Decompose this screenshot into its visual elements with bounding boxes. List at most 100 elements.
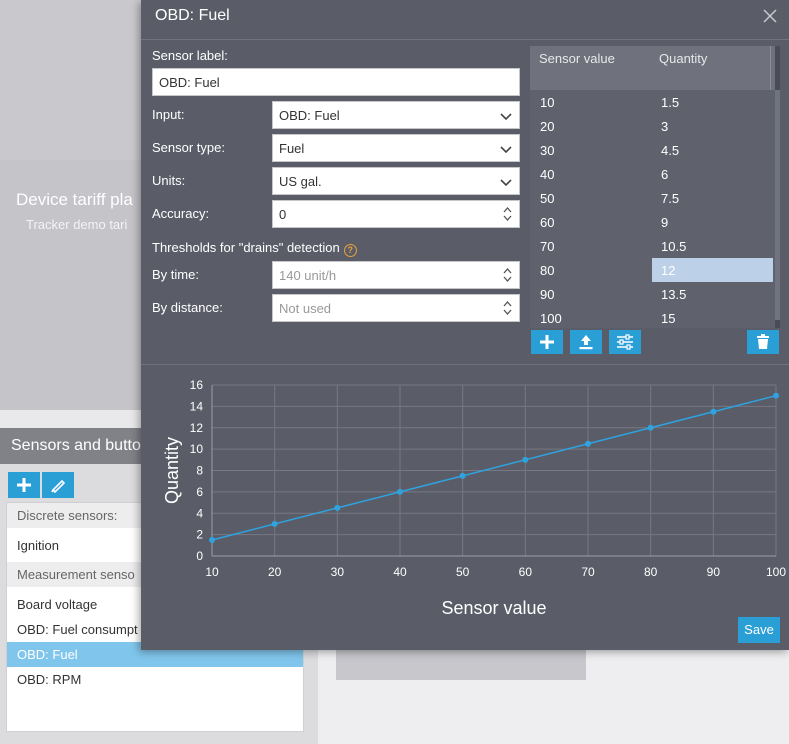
sensors-toolbar [8,472,74,498]
spinner-arrows-icon[interactable] [503,205,512,223]
column-header-quantity[interactable]: Quantity [659,51,708,66]
cell-quantity[interactable]: 3 [661,119,669,134]
x-tick-label: 40 [393,565,407,579]
cell-sensor-value[interactable]: 50 [540,191,555,206]
sensor-type-select[interactable]: Fuel [272,134,520,162]
units-select[interactable]: US gal. [272,167,520,195]
list-item-ignition[interactable]: Ignition [17,538,59,553]
trash-icon [757,334,769,349]
edit-sensor-button[interactable] [42,472,74,498]
x-tick-label: 90 [707,565,721,579]
table-body: 10 1.5 20 3 30 4.5 40 6 50 7.5 60 9 70 10.5 80 12 90 13.5… [530,90,775,328]
by-distance-label: By distance: [152,300,223,315]
sensor-label-label: Sensor label: [152,48,228,63]
background-top-panel [0,0,150,160]
cell-quantity[interactable]: 12 [652,258,773,282]
input-select[interactable]: OBD: Fuel [272,101,520,129]
list-item-rpm[interactable]: OBD: RPM [17,672,82,687]
sensor-dialog: OBD: Fuel Sensor label: OBD: Fuel Input:… [141,0,789,650]
y-tick-label: 2 [196,528,203,542]
close-icon[interactable] [761,7,779,25]
sensor-label-input[interactable]: OBD: Fuel [152,68,520,96]
cell-sensor-value[interactable]: 20 [540,119,555,134]
x-tick-label: 30 [331,565,345,579]
y-axis-title: Quantity [162,437,182,504]
cell-sensor-value[interactable]: 10 [540,95,555,110]
chevron-down-icon [500,146,512,154]
upload-icon [579,335,593,350]
units-label: Units: [152,173,186,188]
x-tick-label: 20 [268,565,282,579]
accuracy-stepper[interactable]: 0 [272,200,520,228]
table-scroll-thumb[interactable] [775,90,780,320]
table-row[interactable]: 70 10.5 [530,234,775,258]
chart-divider [141,364,789,365]
data-point [271,520,278,527]
cell-quantity[interactable]: 9 [661,215,669,230]
x-tick-label: 10 [205,565,219,579]
cell-sensor-value[interactable]: 60 [540,215,555,230]
x-tick-label: 100 [766,565,786,579]
cell-sensor-value[interactable]: 40 [540,167,555,182]
thresholds-label-text: Thresholds for "drains" detection [152,240,340,255]
table-row[interactable]: 100 15 [530,306,775,328]
cell-sensor-value[interactable]: 90 [540,287,555,302]
by-distance-stepper[interactable]: Not used [272,294,520,322]
table-row[interactable]: 30 4.5 [530,138,775,162]
tariff-section-title: Device tariff pla [16,190,133,209]
help-icon[interactable]: ? [343,244,357,257]
table-row[interactable]: 50 7.5 [530,186,775,210]
x-axis-title: Sensor value [441,598,546,618]
y-tick-label: 6 [196,485,203,499]
cell-sensor-value[interactable]: 70 [540,239,555,254]
table-row[interactable]: 90 13.5 [530,282,775,306]
add-row-button[interactable] [531,330,563,354]
cell-quantity[interactable]: 1.5 [661,95,680,110]
table-row[interactable]: 10 1.5 [530,90,775,114]
cell-quantity[interactable]: 4.5 [661,143,680,158]
x-tick-label: 50 [456,565,470,579]
y-tick-label: 16 [190,378,204,392]
cell-quantity[interactable]: 15 [661,311,676,326]
table-scrollbar[interactable] [775,46,780,328]
data-point [522,456,529,463]
table-row[interactable]: 60 9 [530,210,775,234]
thresholds-label: Thresholds for "drains" detection? [152,240,357,257]
settings-button[interactable] [609,330,641,354]
column-header-sensor-value[interactable]: Sensor value [539,51,615,66]
spinner-arrows-icon[interactable] [503,299,512,317]
cell-sensor-value[interactable]: 80 [540,263,555,278]
x-tick-label: 70 [581,565,595,579]
list-item-board-voltage[interactable]: Board voltage [17,597,98,612]
table-row[interactable]: 40 6 [530,162,775,186]
y-tick-label: 14 [190,399,204,413]
cell-sensor-value[interactable]: 100 [540,311,562,326]
accuracy-label: Accuracy: [152,206,210,221]
data-point [459,472,466,479]
calibration-chart: 10 20 30 40 50 60 70 80 90 100 0 2 4 6 8 10 12 14 16 Sensor… [162,378,786,618]
save-button[interactable]: Save [738,617,780,643]
header-divider [770,46,771,90]
input-select-value: OBD: Fuel [279,108,340,123]
data-point [209,536,215,543]
background-right-box [336,648,586,680]
tariff-section-subtitle: Tracker demo tari [26,217,128,232]
cell-quantity[interactable]: 13.5 [661,287,687,302]
list-item-fuel-consumption[interactable]: OBD: Fuel consumpt [17,622,138,637]
spinner-arrows-icon[interactable] [503,266,512,284]
by-distance-value: Not used [279,301,332,316]
upload-button[interactable] [570,330,602,354]
cell-quantity[interactable]: 10.5 [661,239,687,254]
add-sensor-button[interactable] [8,472,40,498]
table-row[interactable]: 20 3 [530,114,775,138]
cell-quantity[interactable]: 7.5 [661,191,680,206]
by-time-stepper[interactable]: 140 unit/h [272,261,520,289]
calibration-table: Sensor value Quantity 10 1.5 20 3 30 4.5 40 6 50… [530,46,780,328]
data-point [585,440,591,447]
table-row[interactable]: 80 12 [530,258,775,282]
y-tick-label: 0 [196,549,203,563]
delete-row-button[interactable] [747,330,779,354]
cell-sensor-value[interactable]: 30 [540,143,555,158]
plus-icon [17,478,31,492]
cell-quantity[interactable]: 6 [661,167,669,182]
